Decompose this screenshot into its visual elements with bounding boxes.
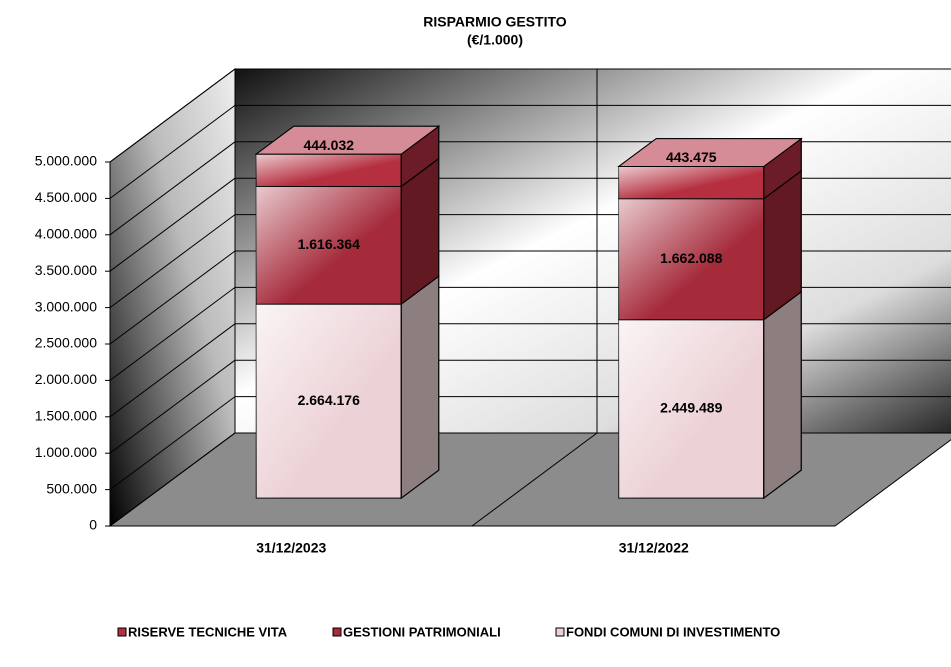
legend-swatch xyxy=(332,627,342,637)
y-tick-label: 0 xyxy=(89,517,97,533)
data-label: 1.662.088 xyxy=(660,250,722,266)
data-label: 2.664.176 xyxy=(298,392,360,408)
y-tick-label: 1.500.000 xyxy=(35,408,97,424)
data-label: 443.475 xyxy=(666,149,717,165)
y-tick-label: 500.000 xyxy=(46,480,97,496)
chart-title: RISPARMIO GESTITO xyxy=(423,14,566,30)
y-tick-label: 5.000.000 xyxy=(35,153,97,169)
y-tick-label: 4.500.000 xyxy=(35,189,97,205)
x-tick-label: 31/12/2022 xyxy=(619,540,689,556)
grid-line xyxy=(109,250,236,345)
bar-front-shine xyxy=(618,319,764,499)
grid-line xyxy=(109,359,236,454)
legend-label: GESTIONI PATRIMONIALI xyxy=(343,624,501,639)
legend-label: FONDI COMUNI DI INVESTIMENTO xyxy=(566,624,780,639)
bar-top-shine xyxy=(254,125,441,155)
bar-top-shine xyxy=(617,138,803,167)
grid-line xyxy=(109,432,236,527)
grid-line xyxy=(109,323,236,418)
grid-line xyxy=(109,396,236,491)
y-tick-label: 3.000.000 xyxy=(35,298,97,314)
bar-front-shine xyxy=(256,304,402,499)
data-label: 1.616.364 xyxy=(298,236,360,252)
y-tick-label: 2.000.000 xyxy=(35,371,97,387)
bar-front-shine xyxy=(256,186,402,305)
grid-line xyxy=(109,286,236,381)
floor-divider xyxy=(471,432,598,527)
grid-line xyxy=(109,177,236,272)
grid-line xyxy=(109,68,236,163)
bar-side-shade xyxy=(763,290,802,500)
legend-label: RISERVE TECNICHE VITA xyxy=(128,624,288,639)
bar-side-shade xyxy=(400,275,440,500)
y-tick-label: 4.000.000 xyxy=(35,226,97,242)
y-tick-label: 1.000.000 xyxy=(35,444,97,460)
legend-swatch xyxy=(117,627,127,637)
bar-front-shine xyxy=(618,198,764,320)
bar-front-shine xyxy=(618,166,764,199)
bar-front-shine xyxy=(256,154,402,187)
grid-line xyxy=(109,104,236,199)
x-tick-label: 31/12/2023 xyxy=(256,540,326,556)
y-tick-label: 3.500.000 xyxy=(35,262,97,278)
y-tick-label: 2.500.000 xyxy=(35,335,97,351)
chart-subtitle: (€/1.000) xyxy=(467,32,523,48)
grid-line xyxy=(109,214,236,309)
legend-swatch xyxy=(555,627,565,637)
data-label: 444.032 xyxy=(303,137,354,153)
floor xyxy=(108,432,951,527)
grid-line xyxy=(109,141,236,236)
data-label: 2.449.489 xyxy=(660,400,722,416)
